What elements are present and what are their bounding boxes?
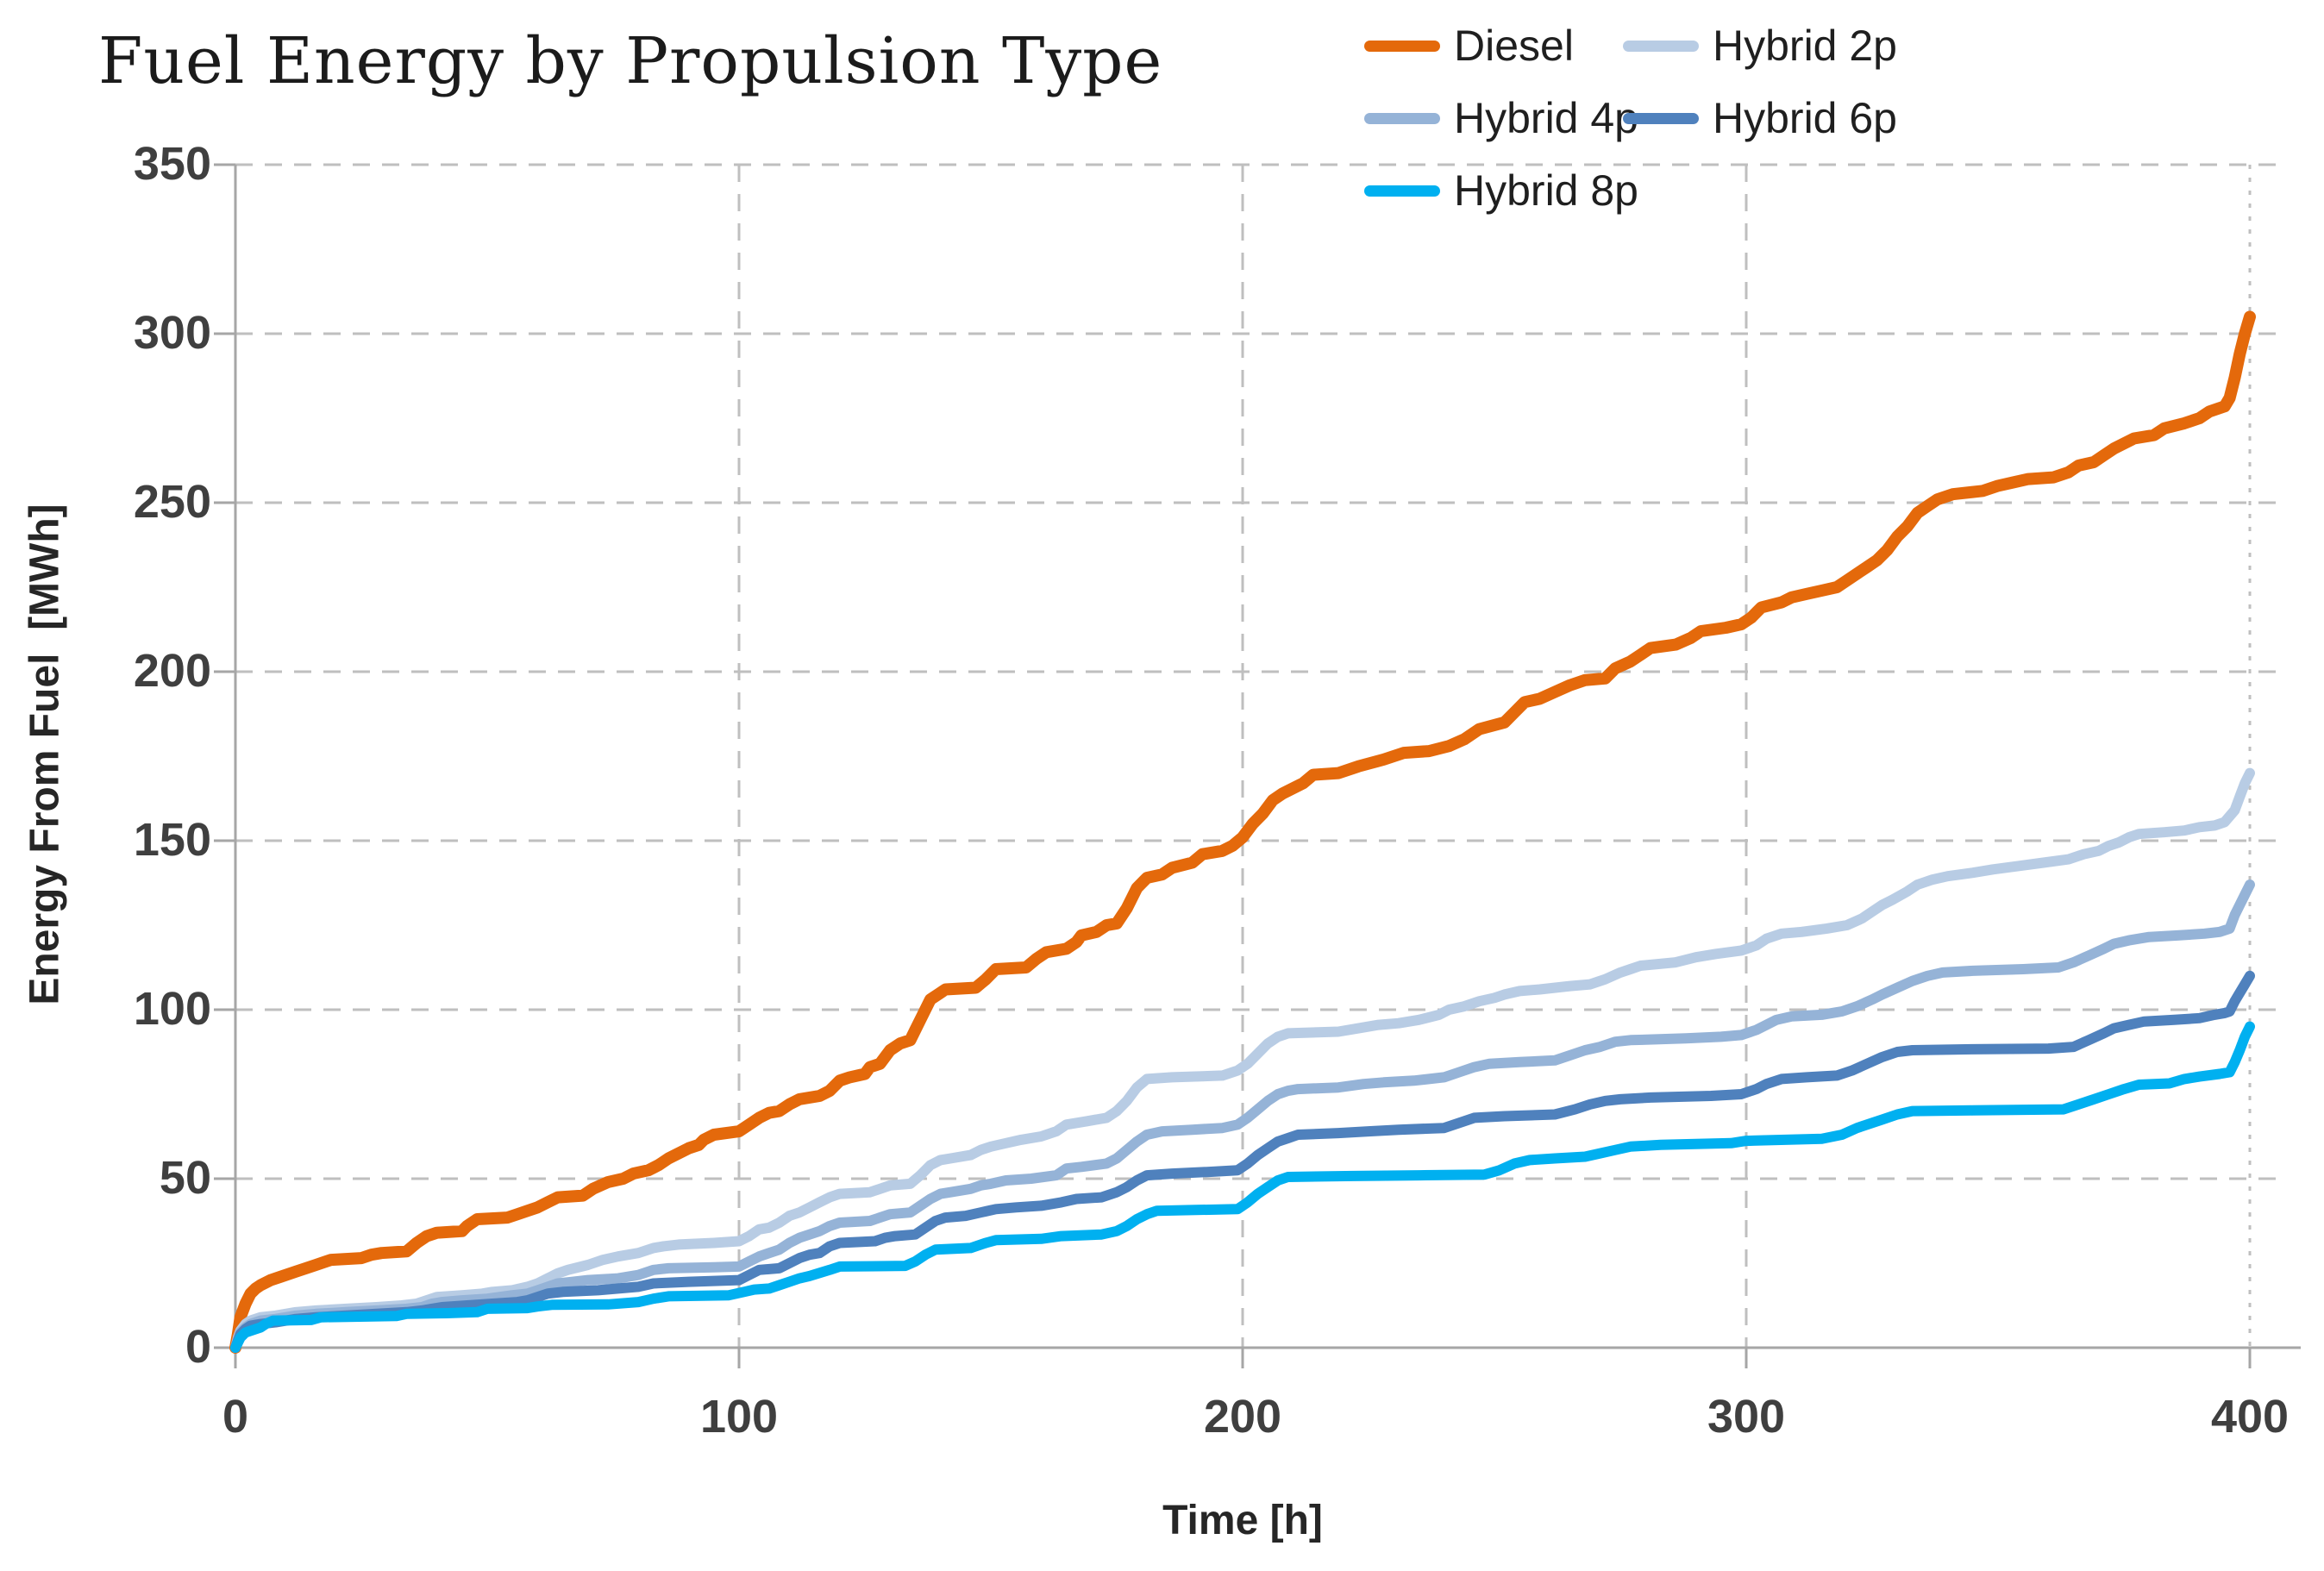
legend-item-hybrid-4p: Hybrid 4p: [1364, 93, 1638, 143]
x-tick-label-100: 100: [699, 1391, 779, 1443]
y-tick-label-300: 300: [133, 307, 211, 359]
series-line-hybrid-8p: [230, 1021, 2255, 1353]
legend-label-hybrid-4p: Hybrid 4p: [1454, 94, 1638, 142]
y-tick-label-100: 100: [133, 983, 211, 1035]
legend-item-hybrid-6p: Hybrid 6p: [1623, 93, 1933, 143]
legend-label-diesel: Diesel: [1454, 22, 1574, 70]
x-tick-label-400: 400: [2210, 1391, 2290, 1443]
y-tick-label-350: 350: [133, 138, 211, 190]
legend-swatch-diesel: [1364, 40, 1440, 52]
x-tick-label-0: 0: [222, 1391, 249, 1443]
y-axis-title: Energy From Fuel [MWh]: [22, 504, 68, 1005]
legend-swatch-hybrid-6p: [1623, 112, 1699, 124]
legend-label-hybrid-8p: Hybrid 8p: [1454, 166, 1638, 215]
series-line-hybrid-2p: [230, 767, 2255, 1353]
y-tick-label-250: 250: [133, 476, 211, 528]
legend-label-hybrid-6p: Hybrid 6p: [1713, 94, 1897, 142]
y-tick-label-200: 200: [133, 645, 211, 697]
legend-swatch-hybrid-8p: [1364, 185, 1440, 197]
series-line-diesel: [229, 310, 2256, 1354]
series-line-hybrid-6p: [230, 970, 2255, 1353]
y-tick-label-150: 150: [133, 814, 211, 866]
legend-item-diesel: Diesel: [1364, 21, 1623, 71]
legend-label-hybrid-2p: Hybrid 2p: [1713, 22, 1897, 70]
legend-swatch-hybrid-2p: [1623, 40, 1699, 52]
chart-title: Fuel Energy by Propulsion Type: [98, 24, 1163, 98]
legend-swatch-hybrid-4p: [1364, 112, 1440, 124]
x-axis-title: Time [h]: [1162, 1498, 1323, 1543]
y-tick-label-50: 50: [159, 1152, 211, 1204]
series-line-hybrid-4p: [230, 879, 2255, 1353]
x-tick-label-300: 300: [1707, 1391, 1786, 1443]
legend: Diesel Hybrid 2p Hybrid 4p Hybrid 6p Hyb…: [1364, 21, 1933, 216]
x-tick-label-200: 200: [1203, 1391, 1282, 1443]
legend-item-hybrid-2p: Hybrid 2p: [1623, 21, 1933, 71]
y-tick-label-0: 0: [185, 1321, 211, 1373]
legend-item-hybrid-8p: Hybrid 8p: [1364, 166, 1638, 216]
